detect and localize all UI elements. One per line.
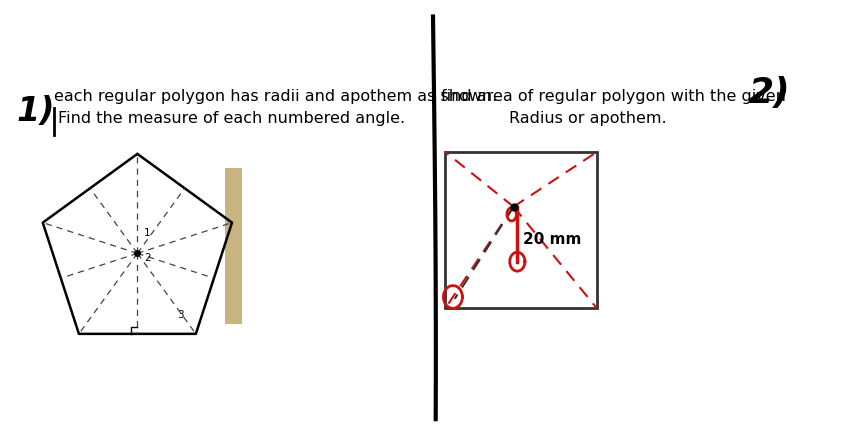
Text: Radius or apothem.: Radius or apothem. [509,111,666,126]
Text: 3: 3 [177,310,184,320]
Bar [446,152,597,308]
Text: 20 mm: 20 mm [523,233,581,247]
Text: Find the measure of each numbered angle.: Find the measure of each numbered angle. [58,111,405,126]
Text: find area of regular polygon with the given: find area of regular polygon with the gi… [440,90,786,104]
Text: 1): 1) [17,95,55,128]
Bar [225,168,242,324]
Text: 2: 2 [144,253,151,263]
Text: each regular polygon has radii and apothem as shown.: each regular polygon has radii and apoth… [54,90,498,104]
Text: 1: 1 [144,228,151,238]
Text: 2): 2) [749,76,790,110]
